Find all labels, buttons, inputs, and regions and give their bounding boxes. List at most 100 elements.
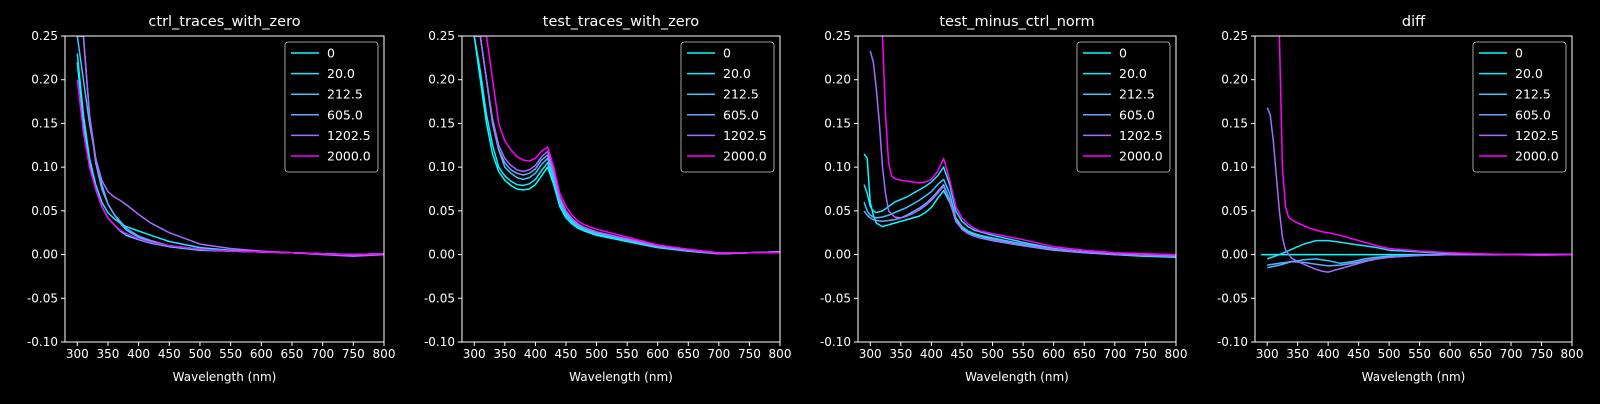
y-tick-label: 0.20	[824, 73, 851, 87]
y-tick-label: 0.05	[31, 204, 58, 218]
x-tick-label: 500	[585, 347, 608, 361]
y-tick-label: 0.00	[1221, 248, 1248, 262]
y-tick-label: 0.10	[824, 160, 851, 174]
y-tick-label: -0.10	[820, 335, 851, 349]
y-tick-label: -0.10	[1217, 335, 1248, 349]
legend-label: 212.5	[1515, 87, 1551, 102]
chart-title: ctrl_traces_with_zero	[148, 14, 300, 30]
x-axis-label: Wavelength (nm)	[965, 370, 1069, 384]
series-group	[1261, 36, 1572, 273]
x-tick-label: 650	[281, 347, 304, 361]
series-line-212-5	[1267, 253, 1572, 269]
legend: 0 20.0 212.5 605.0 1202.5 2000.0	[680, 41, 775, 173]
y-tick-label: 0.10	[1221, 160, 1248, 174]
y-tick-label: 0.10	[31, 160, 58, 174]
y-tick-label: -0.10	[424, 335, 455, 349]
series-line-2000-0	[76, 79, 384, 256]
x-tick-label: 550	[616, 347, 639, 361]
x-tick-label: 700	[311, 347, 334, 361]
x-axis-label: Wavelength (nm)	[1362, 370, 1466, 384]
legend-label: 1202.5	[327, 128, 371, 143]
y-tick-label: -0.05	[1217, 291, 1248, 305]
x-tick-label: 350	[493, 347, 516, 361]
series-line-605-0	[1267, 253, 1572, 267]
x-tick-label: 650	[1073, 347, 1096, 361]
legend-label: 0	[723, 46, 731, 61]
series-line-1202-5	[1266, 107, 1572, 273]
y-tick-label: -0.10	[27, 335, 58, 349]
series-line-20-0	[1266, 239, 1572, 260]
legend: 0 20.0 212.5 605.0 1202.5 2000.0	[1472, 41, 1567, 173]
x-tick-label: 750	[1530, 347, 1553, 361]
y-tick-label: 0.05	[428, 204, 455, 218]
x-tick-label: 550	[1408, 347, 1431, 361]
x-tick-label: 450	[555, 347, 578, 361]
y-tick-label: 0.25	[31, 29, 58, 43]
x-tick-label: 450	[1347, 347, 1370, 361]
y-tick-label: 0.25	[1221, 29, 1248, 43]
x-tick-label: 300	[859, 347, 882, 361]
series-group	[473, 36, 780, 255]
x-tick-label: 700	[1500, 347, 1523, 361]
y-tick-label: 0.00	[31, 248, 58, 262]
x-tick-label: 800	[373, 347, 396, 361]
x-tick-label: 550	[219, 347, 242, 361]
series-group	[76, 36, 384, 258]
x-tick-label: 800	[769, 347, 792, 361]
legend-label: 605.0	[723, 107, 759, 122]
y-tick-label: 0.15	[1221, 116, 1248, 130]
chart-panel-3: 300 350 400 450 500 550 600 650 700 750 800 -0.10 -0…	[1217, 14, 1584, 384]
y-tick-label: 0.20	[31, 73, 58, 87]
legend-label: 0	[327, 46, 335, 61]
legend-box	[284, 41, 379, 173]
y-tick-label: 0.00	[824, 248, 851, 262]
y-tick-label: 0.05	[1221, 204, 1248, 218]
legend-label: 20.0	[723, 66, 751, 81]
chart-title: test_minus_ctrl_norm	[939, 14, 1094, 30]
y-tick-label: 0.15	[824, 116, 851, 130]
axes-frame	[857, 35, 1177, 343]
legend-label: 2000.0	[1515, 149, 1559, 164]
y-tick-label: 0.25	[824, 29, 851, 43]
chart-title: test_traces_with_zero	[543, 14, 700, 30]
x-tick-label: 750	[1134, 347, 1157, 361]
axes-frame	[1254, 35, 1573, 343]
x-tick-label: 350	[96, 347, 119, 361]
x-tick-label: 350	[1286, 347, 1309, 361]
series-line-2000-0	[1278, 36, 1572, 257]
x-tick-label: 300	[463, 347, 486, 361]
legend-label: 20.0	[1119, 66, 1147, 81]
y-tick-label: 0.20	[428, 73, 455, 87]
y-tick-label: -0.05	[820, 291, 851, 305]
y-tick-label: -0.05	[27, 291, 58, 305]
x-tick-label: 500	[981, 347, 1004, 361]
legend-label: 605.0	[327, 107, 363, 122]
x-tick-label: 450	[158, 347, 181, 361]
legend-label: 212.5	[1119, 87, 1155, 102]
series-line-1202-5	[474, 36, 780, 255]
y-tick-label: 0.25	[428, 29, 455, 43]
x-axis-label: Wavelength (nm)	[173, 370, 277, 384]
axes-frame	[461, 35, 781, 343]
x-tick-label: 700	[707, 347, 730, 361]
x-tick-label: 600	[1042, 347, 1065, 361]
x-tick-label: 400	[127, 347, 150, 361]
legend-label: 2000.0	[1119, 149, 1163, 164]
x-tick-label: 400	[920, 347, 943, 361]
legend-label: 2000.0	[723, 149, 767, 164]
x-tick-label: 750	[342, 347, 365, 361]
x-tick-label: 600	[250, 347, 273, 361]
x-tick-label: 650	[1469, 347, 1492, 361]
chart-panel-1: 300 350 400 450 500 550 600 650 700 750 800 -0.10 -0…	[424, 14, 792, 384]
y-tick-label: 0.05	[824, 204, 851, 218]
series-line-2000-0	[881, 36, 1176, 256]
series-line-605-0	[474, 36, 780, 255]
legend-label: 605.0	[1515, 107, 1551, 122]
legend-label: 0	[1515, 46, 1523, 61]
legend-label: 212.5	[327, 87, 363, 102]
legend-box	[1472, 41, 1567, 173]
x-axis-label: Wavelength (nm)	[569, 370, 673, 384]
y-tick-label: 0.15	[31, 116, 58, 130]
